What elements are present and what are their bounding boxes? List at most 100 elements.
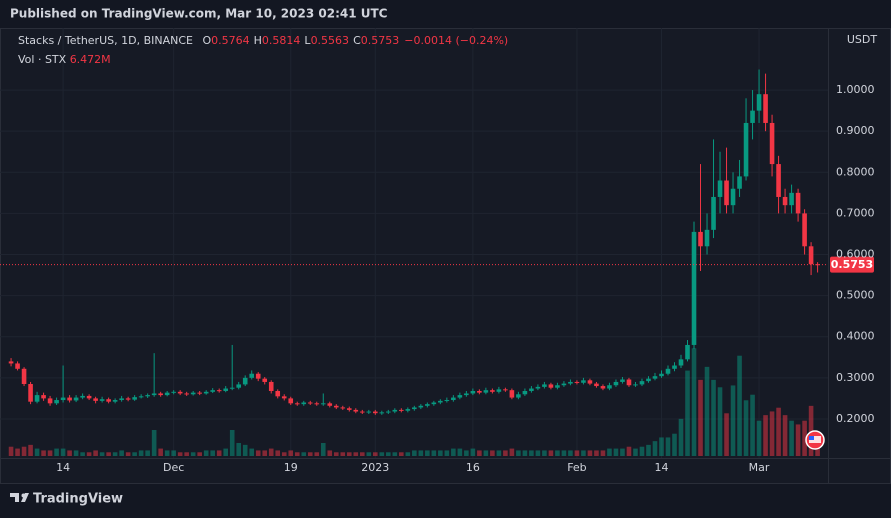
x-tick-label: 19 — [284, 461, 298, 474]
volume-bar — [639, 446, 645, 456]
x-tick-label: Dec — [163, 461, 184, 474]
volume-bar — [333, 452, 339, 456]
candle-body — [743, 122, 749, 177]
candle-body — [386, 411, 391, 413]
volume-bar — [138, 450, 144, 456]
candle-body — [197, 392, 202, 394]
candle-body — [704, 229, 710, 247]
candle-body — [262, 378, 268, 382]
candle-body — [444, 400, 450, 402]
candle-body — [750, 110, 755, 123]
ohlc-value: 0.5814 — [262, 34, 301, 47]
candle-body — [405, 409, 411, 411]
volume-bar — [399, 452, 404, 456]
volume-bar — [698, 379, 703, 456]
ohlc-key: C — [353, 34, 361, 47]
candle-body — [548, 384, 554, 388]
volume-bar — [54, 448, 59, 456]
candle-body — [613, 381, 619, 386]
candle-body — [392, 409, 398, 412]
volume-bar — [177, 452, 183, 456]
volume-bar — [522, 450, 528, 456]
volume-bar — [496, 450, 502, 456]
volume-bar — [782, 415, 788, 456]
candle-body — [340, 407, 346, 409]
candle-body — [652, 376, 658, 379]
candle-body — [503, 389, 508, 391]
volume-bar — [418, 450, 424, 456]
legend-main: Stacks / TetherUS, 1D, BINANCE O0.5764 H0… — [18, 34, 508, 47]
volume-bar — [756, 420, 762, 456]
volume-bar — [106, 452, 111, 456]
volume-bar — [613, 448, 619, 456]
candle-body — [542, 384, 547, 387]
candle-body — [145, 395, 150, 397]
candle-body — [678, 359, 684, 366]
volume-bar — [86, 452, 92, 456]
volume-bar — [386, 452, 391, 456]
volume-bar — [594, 450, 599, 456]
volume-bar — [67, 450, 72, 456]
volume-bar — [223, 448, 228, 456]
candle-body — [685, 344, 690, 360]
volume-bar — [691, 348, 697, 456]
candle-body — [496, 389, 502, 392]
volume-bar — [633, 448, 638, 456]
candle-body — [509, 390, 515, 398]
candle-body — [93, 398, 98, 401]
ohlc-key: H — [254, 34, 262, 47]
candle-body — [438, 400, 443, 403]
candle-body — [268, 381, 274, 391]
symbol: Stacks / TetherUS, 1D, BINANCE — [18, 34, 193, 47]
volume-bar — [470, 448, 476, 456]
volume-bar — [359, 452, 365, 456]
volume-bar — [229, 430, 235, 456]
candle-body — [73, 397, 79, 401]
y-tick-label: 0.3000 — [836, 371, 875, 384]
y-tick-label: 0.4000 — [836, 330, 875, 343]
candle-body — [210, 390, 215, 392]
candle-body — [320, 403, 326, 405]
candle-body — [763, 94, 768, 123]
volume-bar — [249, 448, 255, 456]
volume-bar — [405, 452, 411, 456]
volume-bar — [210, 450, 215, 456]
volume-bar — [776, 407, 781, 456]
last-price-label: 0.5753 — [831, 258, 873, 271]
volume-bar — [171, 450, 176, 456]
volume-bar — [574, 450, 580, 456]
candle-body — [529, 388, 534, 391]
volume-bar — [652, 441, 658, 456]
volume-bar — [158, 448, 163, 456]
volume-bar — [535, 450, 541, 456]
volume-bar — [190, 452, 196, 456]
candle-body — [431, 402, 437, 405]
candle-body — [21, 368, 27, 385]
candle-body — [119, 398, 124, 401]
volume-bar — [516, 450, 521, 456]
candle-body — [691, 231, 697, 345]
candle-body — [288, 398, 294, 404]
volume-bar — [704, 366, 710, 456]
candle-body — [106, 399, 111, 402]
candle-body — [620, 379, 625, 382]
candle-body — [171, 391, 176, 393]
volume-bar — [346, 452, 352, 456]
x-tick-label: Feb — [567, 461, 586, 474]
candle-body — [112, 400, 118, 402]
volume-bar — [112, 452, 118, 456]
candle-body — [34, 395, 40, 402]
candle-body — [659, 373, 664, 377]
volume-bar — [477, 450, 482, 456]
candle-body — [158, 393, 163, 396]
volume-bar — [464, 450, 469, 456]
volume-bar — [73, 450, 79, 456]
candle-body — [275, 390, 281, 397]
volume-bar — [307, 452, 313, 456]
volume-bar — [737, 355, 742, 456]
candle-body — [730, 188, 736, 206]
candle-body — [294, 403, 300, 405]
candle-body — [236, 384, 242, 388]
candle-body — [99, 399, 105, 401]
